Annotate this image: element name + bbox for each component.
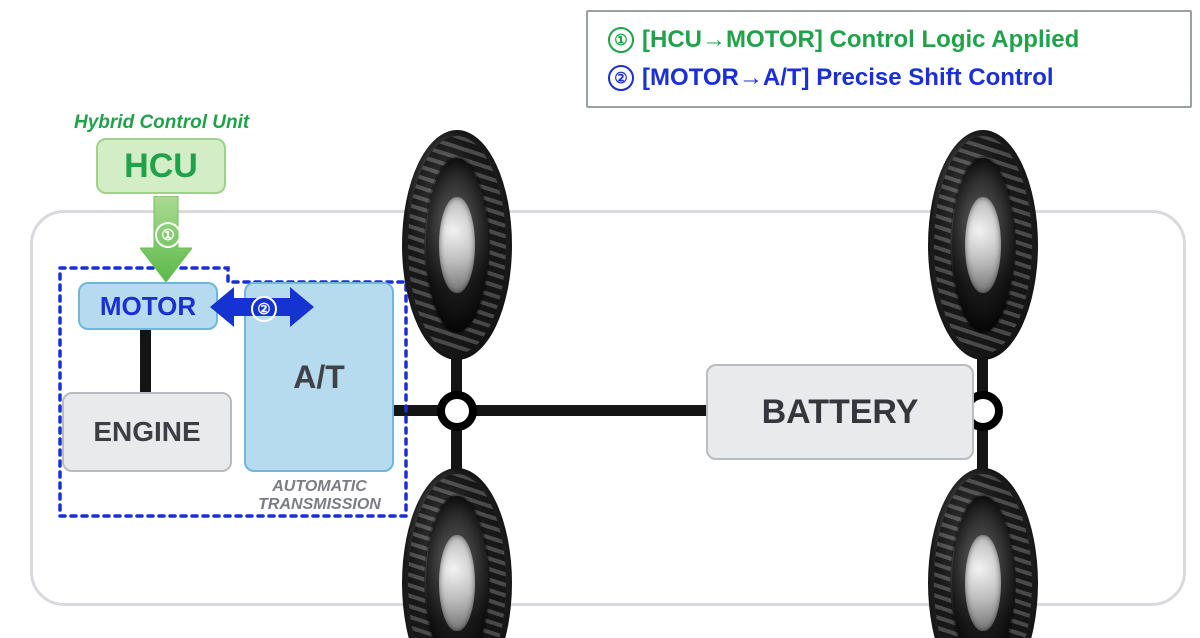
- hcu-label: HCU: [124, 147, 198, 186]
- legend-badge-1: ①: [608, 27, 634, 53]
- tire-front-top: [402, 130, 512, 360]
- hcu-box: HCU: [96, 138, 226, 194]
- motor-box: MOTOR: [78, 282, 218, 330]
- tire-front-bottom: [402, 468, 512, 638]
- legend-row-1: ① [HCU→MOTOR] Control Logic Applied: [608, 26, 1170, 54]
- badge-1-on-arrow: ①: [155, 222, 181, 248]
- legend-row-2: ② [MOTOR→A/T] Precise Shift Control: [608, 64, 1170, 92]
- green-arrow-down: ①: [140, 196, 192, 284]
- badge-2-on-arrow: ②: [251, 296, 277, 322]
- engine-label: ENGINE: [93, 416, 200, 448]
- engine-box: ENGINE: [62, 392, 232, 472]
- battery-label: BATTERY: [762, 393, 919, 432]
- tire-rear-top: [928, 130, 1038, 360]
- blue-double-arrow: ②: [210, 284, 314, 330]
- legend-box: ① [HCU→MOTOR] Control Logic Applied ② [M…: [586, 10, 1192, 108]
- at-subtitle-l2: TRANSMISSION: [258, 496, 381, 513]
- legend-text-2: [MOTOR→A/T] Precise Shift Control: [642, 64, 1054, 92]
- motor-label: MOTOR: [100, 291, 196, 322]
- battery-box: BATTERY: [706, 364, 974, 460]
- hcu-subtitle: Hybrid Control Unit: [74, 112, 249, 134]
- tire-rear-bottom: [928, 468, 1038, 638]
- legend-badge-2: ②: [608, 65, 634, 91]
- at-subtitle-l1: AUTOMATIC: [272, 478, 367, 495]
- at-label: A/T: [293, 359, 345, 396]
- at-subtitle: AUTOMATIC TRANSMISSION: [232, 478, 407, 515]
- legend-text-1: [HCU→MOTOR] Control Logic Applied: [642, 26, 1079, 54]
